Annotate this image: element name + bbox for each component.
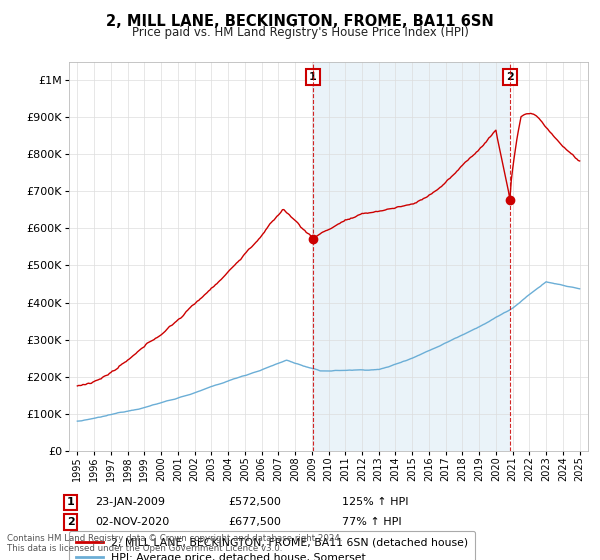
Text: 1: 1 bbox=[309, 72, 317, 82]
Text: 2: 2 bbox=[67, 517, 74, 527]
Text: 125% ↑ HPI: 125% ↑ HPI bbox=[342, 497, 409, 507]
Text: 2: 2 bbox=[506, 72, 514, 82]
Bar bbox=[313, 62, 510, 451]
Text: Contains HM Land Registry data © Crown copyright and database right 2024.
This d: Contains HM Land Registry data © Crown c… bbox=[7, 534, 343, 553]
Text: 02-NOV-2020: 02-NOV-2020 bbox=[95, 517, 169, 527]
Text: £572,500: £572,500 bbox=[228, 497, 281, 507]
Text: 2, MILL LANE, BECKINGTON, FROME, BA11 6SN: 2, MILL LANE, BECKINGTON, FROME, BA11 6S… bbox=[106, 14, 494, 29]
Text: 77% ↑ HPI: 77% ↑ HPI bbox=[342, 517, 401, 527]
Text: Price paid vs. HM Land Registry's House Price Index (HPI): Price paid vs. HM Land Registry's House … bbox=[131, 26, 469, 39]
Legend: 2, MILL LANE, BECKINGTON, FROME, BA11 6SN (detached house), HPI: Average price, : 2, MILL LANE, BECKINGTON, FROME, BA11 6S… bbox=[69, 531, 475, 560]
Text: £677,500: £677,500 bbox=[228, 517, 281, 527]
Text: 23-JAN-2009: 23-JAN-2009 bbox=[95, 497, 165, 507]
Text: 1: 1 bbox=[67, 497, 74, 507]
